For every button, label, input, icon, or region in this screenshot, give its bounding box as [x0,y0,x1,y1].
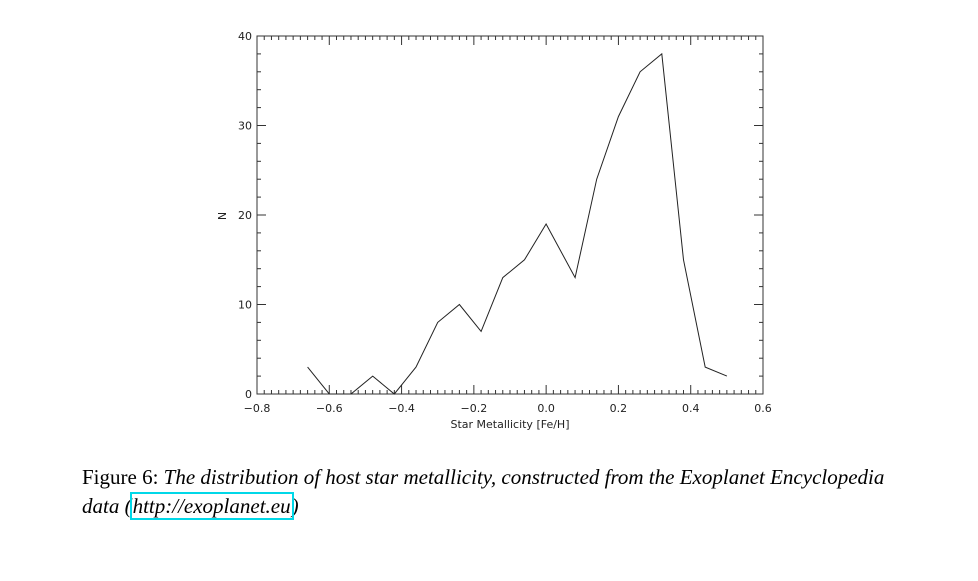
x-tick-label: 0.4 [682,402,700,415]
x-tick-label: −0.4 [388,402,415,415]
x-tick-label: 0.0 [537,402,555,415]
y-tick-label: 0 [245,388,252,401]
caption-text: The distribution of host star metallicit… [82,465,885,518]
plot-frame [256,35,764,395]
axis-ticks [256,35,764,395]
y-tick-label: 30 [238,120,252,133]
y-tick-label: 20 [238,209,252,222]
y-tick-label: 10 [238,299,252,312]
x-tick-label: 0.6 [754,402,772,415]
caption-link[interactable]: http://exoplanet.eu [129,492,294,520]
x-tick-label: −0.2 [460,402,487,415]
x-tick-labels: −0.8 −0.6 −0.4 −0.2 0.0 0.2 0.4 0.6 [244,402,772,415]
x-tick-label: −0.8 [244,402,271,415]
x-axis-title: Star Metallicity [Fe/H] [450,418,569,431]
series-line [307,52,728,395]
y-tick-label: 40 [238,30,252,43]
caption-close: ) [291,494,299,518]
y-axis-title: N [216,212,229,220]
y-tick-labels: 0 10 20 30 40 [238,30,252,401]
figure-caption: Figure 6: The distribution of host star … [82,463,922,521]
x-tick-label: −0.6 [316,402,343,415]
caption-label: Figure 6: [82,465,164,489]
metallicity-chart: −0.8 −0.6 −0.4 −0.2 0.0 0.2 0.4 0.6 0 10 20 30 40 S… [216,30,772,431]
x-tick-label: 0.2 [610,402,628,415]
